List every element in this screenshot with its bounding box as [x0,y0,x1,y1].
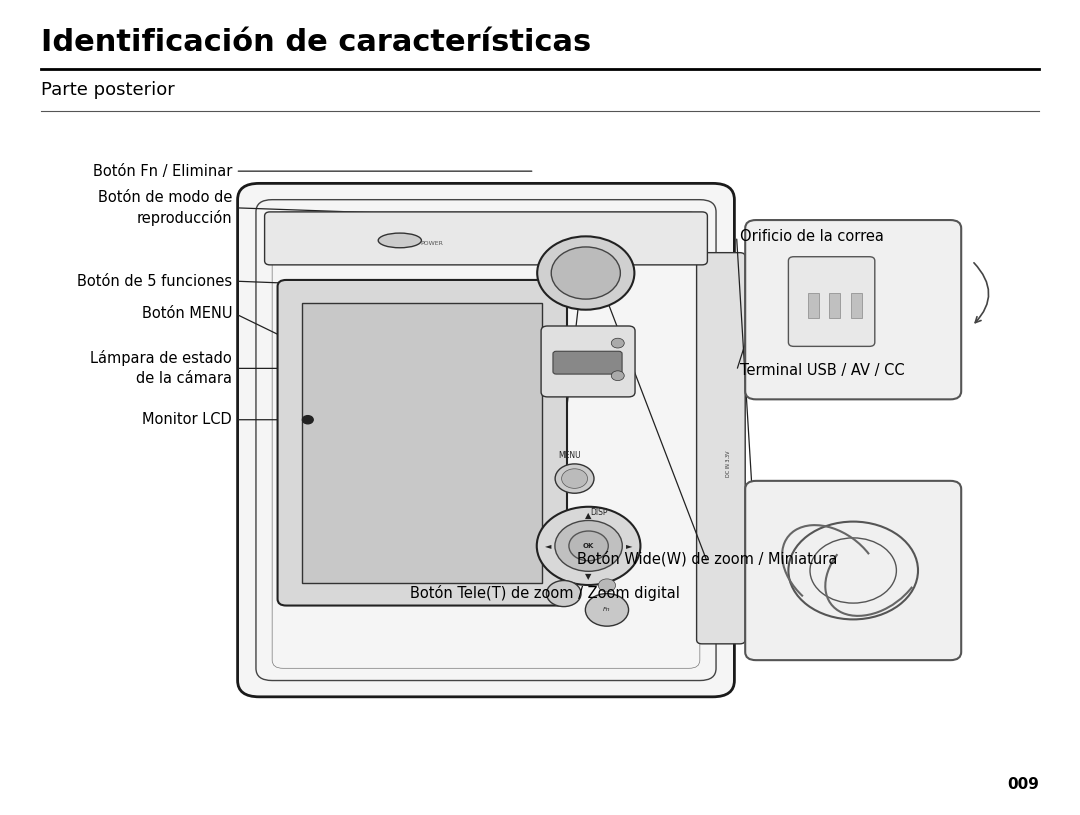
Text: DISP: DISP [591,508,608,517]
Text: Botón de modo de
reproducción: Botón de modo de reproducción [98,190,232,226]
Circle shape [551,247,620,299]
Circle shape [555,521,622,571]
Text: Identificación de características: Identificación de características [41,28,591,57]
Text: MENU: MENU [558,452,581,460]
FancyBboxPatch shape [302,303,542,583]
Text: Terminal USB / AV / CC: Terminal USB / AV / CC [740,363,904,378]
Ellipse shape [378,233,421,248]
Text: Botón de 5 funciones: Botón de 5 funciones [77,274,232,289]
FancyBboxPatch shape [553,351,622,374]
FancyBboxPatch shape [697,253,745,644]
FancyBboxPatch shape [788,257,875,346]
Text: OK: OK [583,543,594,548]
Text: ◄: ◄ [545,541,552,550]
Text: Fn: Fn [603,607,611,612]
Circle shape [611,338,624,348]
Text: ▲: ▲ [585,511,592,520]
Text: DC IN 3.3V: DC IN 3.3V [727,451,731,478]
Text: POWER: POWER [420,240,443,245]
FancyBboxPatch shape [278,280,567,606]
Bar [851,293,862,318]
Circle shape [302,416,313,424]
Circle shape [537,236,634,310]
Bar [808,293,819,318]
FancyBboxPatch shape [745,220,961,399]
Text: Botón Tele(T) de zoom / Zoom digital: Botón Tele(T) de zoom / Zoom digital [410,584,680,601]
FancyBboxPatch shape [238,183,734,697]
Text: Botón Wide(W) de zoom / Miniatura: Botón Wide(W) de zoom / Miniatura [577,551,838,566]
Text: Botón Fn / Eliminar: Botón Fn / Eliminar [93,164,232,178]
Circle shape [546,580,581,606]
Circle shape [598,579,616,592]
Circle shape [569,531,608,561]
Circle shape [585,593,629,626]
Circle shape [555,464,594,493]
Circle shape [611,371,624,381]
Bar [829,293,840,318]
Text: Lámpara de estado
de la cámara: Lámpara de estado de la cámara [91,350,232,386]
Text: ▼: ▼ [585,572,592,581]
FancyBboxPatch shape [745,481,961,660]
Circle shape [562,469,588,488]
Text: Orificio de la correa: Orificio de la correa [740,229,883,244]
FancyBboxPatch shape [265,212,707,265]
Circle shape [537,507,640,585]
Text: Parte posterior: Parte posterior [41,82,175,99]
Text: 009: 009 [1007,778,1039,792]
Text: Botón MENU: Botón MENU [141,306,232,321]
FancyBboxPatch shape [541,326,635,397]
Text: Monitor LCD: Monitor LCD [143,412,232,427]
Text: ►: ► [625,541,632,550]
